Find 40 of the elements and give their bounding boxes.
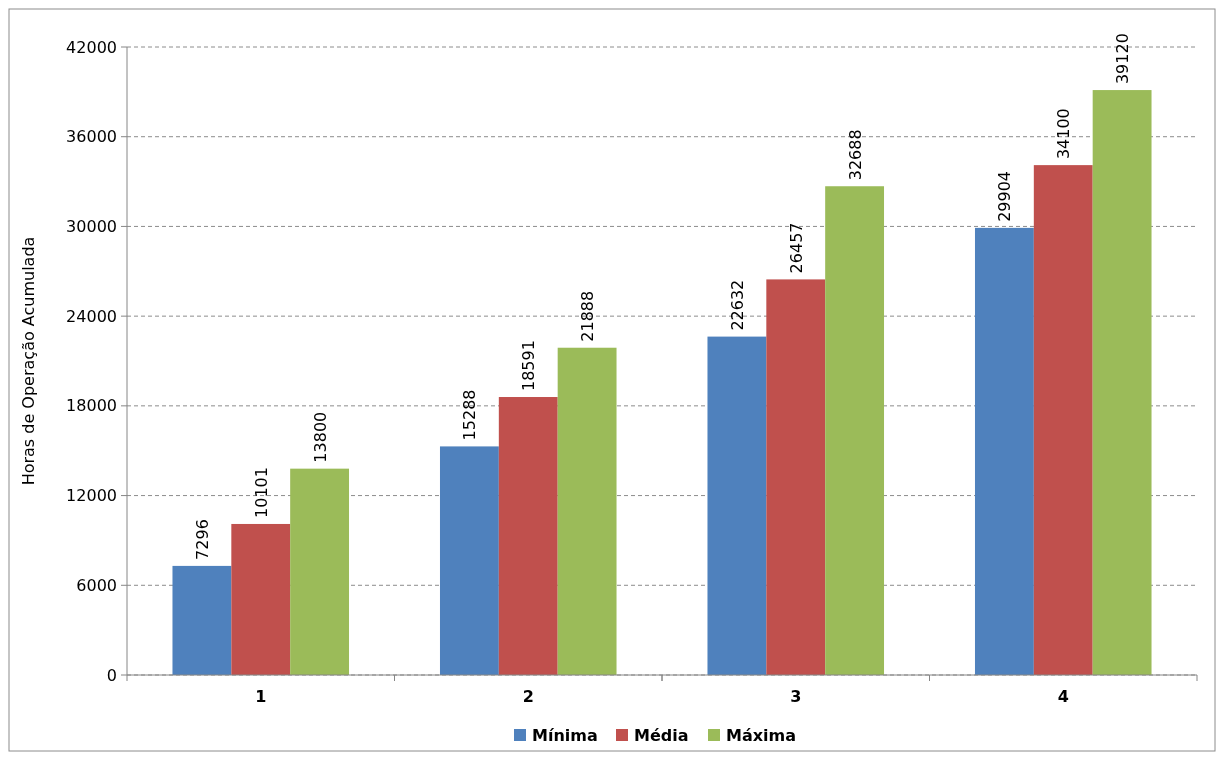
data-label: 10101 (251, 467, 271, 518)
data-label: 26457 (786, 222, 806, 274)
x-tick-label: 4 (1057, 687, 1069, 706)
y-tick-label: 30000 (66, 217, 117, 237)
bar (172, 565, 232, 675)
bar (498, 397, 558, 675)
data-label: 18591 (519, 340, 539, 392)
data-label: 32688 (845, 129, 865, 181)
x-tick-label: 2 (522, 687, 534, 706)
legend-label: Mínima (532, 725, 598, 745)
bar (290, 468, 350, 675)
y-tick-label: 0 (106, 665, 117, 685)
y-tick-label: 36000 (66, 127, 117, 147)
y-tick-label: 24000 (66, 306, 117, 326)
bar (974, 227, 1034, 675)
bar (231, 523, 291, 675)
bar (557, 347, 617, 675)
legend-label: Máxima (726, 725, 796, 745)
data-label: 39120 (1113, 33, 1133, 85)
data-label: 15288 (460, 389, 480, 441)
bar (1092, 90, 1152, 675)
data-label: 13800 (310, 411, 330, 463)
y-tick-label: 42000 (66, 37, 117, 57)
data-label: 7296 (192, 519, 212, 560)
x-tick-label: 3 (790, 687, 802, 706)
data-label: 21888 (578, 290, 598, 342)
y-tick-label: 18000 (66, 396, 117, 416)
legend-label: Média (634, 725, 689, 745)
y-axis-title: Horas de Operação Acumulada (19, 236, 38, 486)
bar (825, 186, 885, 675)
bar (439, 446, 499, 675)
bar (707, 336, 767, 675)
data-label: 29904 (995, 170, 1015, 222)
data-label: 22632 (727, 279, 747, 331)
x-tick-label: 1 (255, 687, 267, 706)
y-tick-label: 12000 (66, 486, 117, 506)
data-label: 34100 (1054, 108, 1074, 160)
bar (766, 279, 826, 675)
y-tick-label: 6000 (76, 575, 117, 595)
bar (1033, 165, 1093, 675)
